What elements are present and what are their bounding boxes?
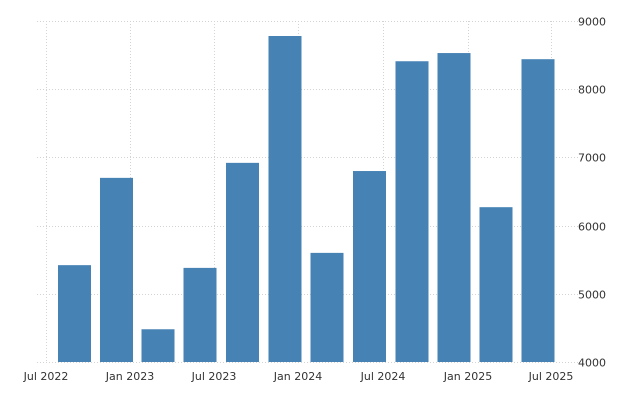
y-tick-label: 9000 xyxy=(578,16,606,29)
y-axis-tick-labels: 4000 5000 6000 7000 8000 9000 xyxy=(578,16,606,370)
x-tick-label: Jan 2023 xyxy=(105,370,154,383)
bar xyxy=(141,329,175,362)
y-tick-label: 4000 xyxy=(578,357,606,370)
x-tick-label: Jan 2024 xyxy=(273,370,322,383)
bar xyxy=(310,252,344,362)
bars xyxy=(58,36,555,363)
x-tick-label: Jul 2023 xyxy=(191,370,237,383)
x-axis-tick-labels: Jul 2022 Jan 2023 Jul 2023 Jan 2024 Jul 2024… xyxy=(23,370,574,383)
bar xyxy=(58,265,91,362)
bar xyxy=(395,61,429,362)
bar xyxy=(226,162,259,362)
y-tick-label: 8000 xyxy=(578,84,606,97)
bar xyxy=(100,177,133,362)
y-tick-label: 7000 xyxy=(578,152,606,165)
bar xyxy=(521,59,555,362)
bar xyxy=(479,207,513,362)
x-tick-label: Jul 2024 xyxy=(360,370,406,383)
bar xyxy=(437,53,471,362)
bar xyxy=(183,267,217,362)
bar xyxy=(268,36,302,363)
x-tick-label: Jul 2022 xyxy=(23,370,69,383)
bar xyxy=(353,171,386,362)
y-tick-label: 6000 xyxy=(578,221,606,234)
y-tick-label: 5000 xyxy=(578,289,606,302)
x-tick-label: Jul 2025 xyxy=(528,370,574,383)
x-tick-label: Jan 2025 xyxy=(443,370,492,383)
